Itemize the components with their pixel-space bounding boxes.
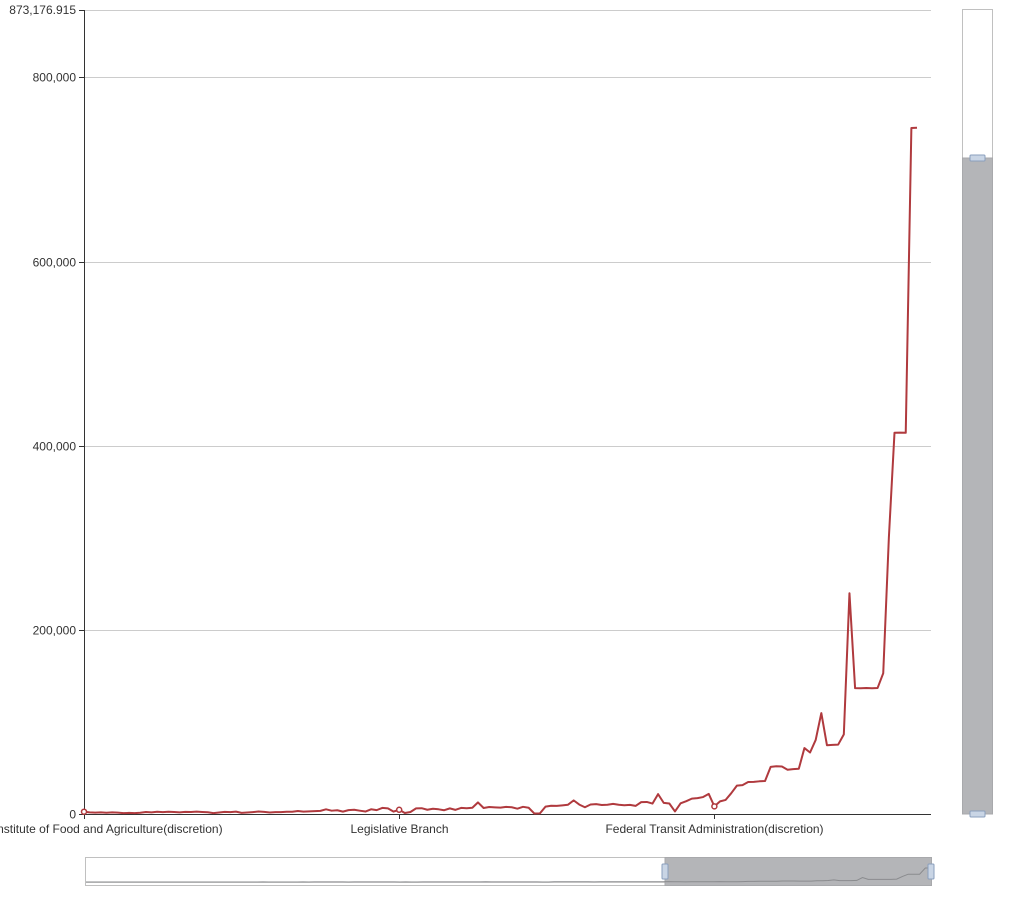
data-point-marker [80,808,88,815]
series-line [83,126,918,815]
vertical-zoom-slider[interactable] [962,9,993,818]
y-tick-label: 0 [69,808,76,822]
x-tick-label: Legislative Branch [350,822,448,836]
horizontal-slider-handle-left[interactable] [661,863,669,880]
y-tick-label: 800,000 [33,71,77,85]
y-max-label: 873,176.915 [9,3,76,17]
series-layer [80,126,918,815]
x-tick-label: Federal Transit Administration(discretio… [605,822,823,836]
data-point-marker [395,806,403,814]
vertical-slider-window[interactable] [962,157,993,815]
axes: 0 200,000 400,000 600,000 800,000 873,176.915… [0,3,931,836]
x-tick-label: National Institute of Food and Agricultu… [0,822,223,836]
data-point-marker [711,803,718,810]
vertical-slider-handle-top[interactable] [969,154,986,162]
horizontal-zoom-slider[interactable] [85,857,935,886]
y-tick-label: 600,000 [33,256,77,270]
vertical-slider-handle-bottom[interactable] [969,810,986,818]
y-tick-label: 400,000 [33,440,77,454]
gridlines [84,10,931,631]
horizontal-slider-handle-right[interactable] [927,863,935,880]
y-tick-label: 200,000 [33,624,77,638]
horizontal-slider-preview [86,867,931,883]
